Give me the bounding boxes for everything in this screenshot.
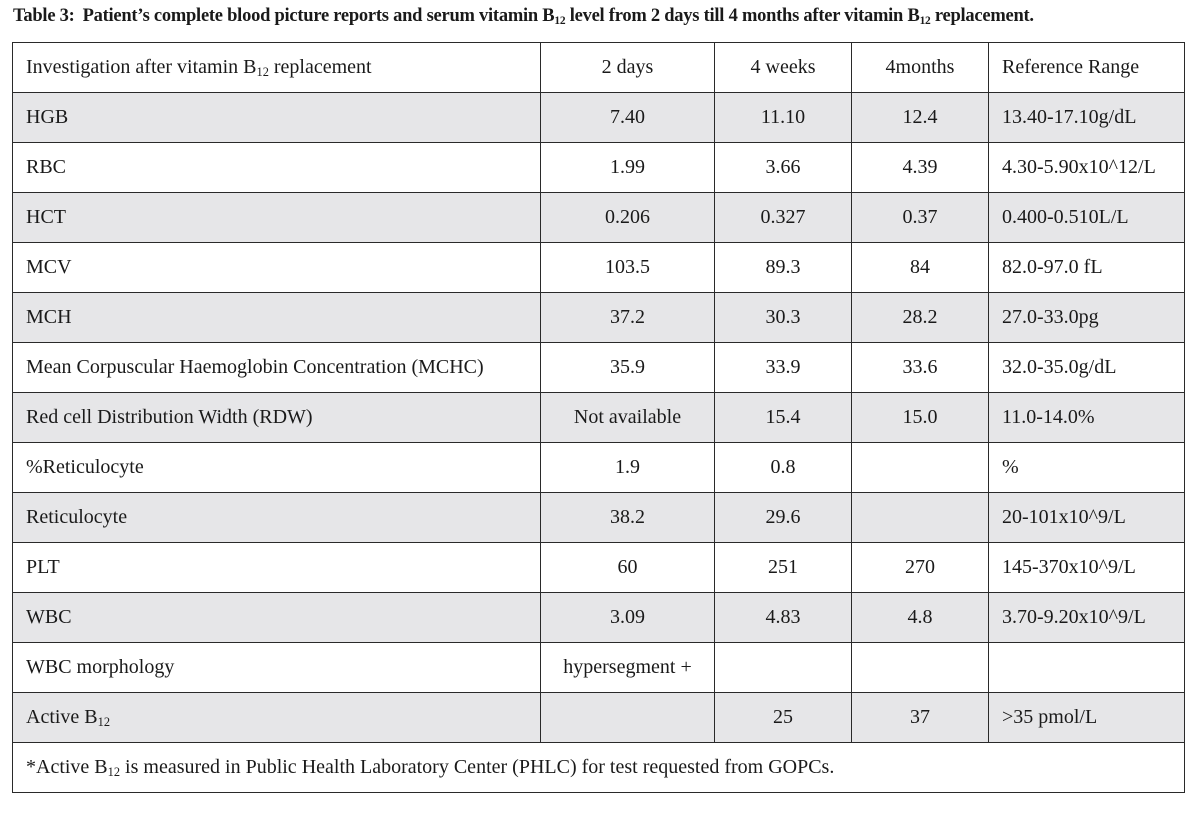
cell-reference-range: >35 pmol/L xyxy=(988,692,1185,743)
cell-2-days: Not available xyxy=(540,392,715,443)
cell-4-weeks: 11.10 xyxy=(714,92,852,143)
caption-text-3: replacement. xyxy=(930,6,1034,26)
row-investigation: MCH xyxy=(12,292,541,343)
cell-4-weeks: 3.66 xyxy=(714,142,852,193)
header-investigation: Investigation after vitamin B12 replacem… xyxy=(12,42,541,93)
cell-2-days: 60 xyxy=(540,542,715,593)
table-label: Table 3: xyxy=(13,6,75,26)
cell-4-months: 37 xyxy=(851,692,989,743)
cell-reference-range: 13.40-17.10g/dL xyxy=(988,92,1185,143)
cell-reference-range: 20-101x10^9/L xyxy=(988,492,1185,543)
cell-4-months: 270 xyxy=(851,542,989,593)
cell-4-months: 84 xyxy=(851,242,989,293)
table-caption: Table 3: Patient’s complete blood picture… xyxy=(13,3,1193,29)
row-investigation: Mean Corpuscular Haemoglobin Concentrati… xyxy=(12,342,541,393)
table-row: MCH 37.2 30.3 28.2 27.0-33.0pg xyxy=(12,292,1185,343)
footnote-subscript: 12 xyxy=(107,765,121,780)
cell-4-weeks: 30.3 xyxy=(714,292,852,343)
table-row: WBC morphology hypersegment + xyxy=(12,642,1185,693)
row-investigation: WBC morphology xyxy=(12,642,541,693)
cell-4-weeks: 89.3 xyxy=(714,242,852,293)
header-subscript: 12 xyxy=(256,65,269,80)
cell-2-days: 38.2 xyxy=(540,492,715,543)
cell-4-months: 33.6 xyxy=(851,342,989,393)
cell-4-months: 28.2 xyxy=(851,292,989,343)
table-row: Reticulocyte 38.2 29.6 20-101x10^9/L xyxy=(12,492,1185,543)
row-investigation: MCV xyxy=(12,242,541,293)
table-row: WBC 3.09 4.83 4.8 3.70-9.20x10^9/L xyxy=(12,592,1185,643)
caption-text-2: level from 2 days till 4 months after vi… xyxy=(565,6,920,26)
cell-4-months: 4.39 xyxy=(851,142,989,193)
cell-reference-range: 32.0-35.0g/dL xyxy=(988,342,1185,393)
row-investigation: WBC xyxy=(12,592,541,643)
cell-2-days: 0.206 xyxy=(540,192,715,243)
cell-4-months xyxy=(851,492,989,543)
table-header-row: Investigation after vitamin B12 replacem… xyxy=(12,42,1185,93)
caption-text-1: Patient’s complete blood picture reports… xyxy=(82,6,555,26)
table-row: %Reticulocyte 1.9 0.8 % xyxy=(12,442,1185,493)
blood-picture-table: Investigation after vitamin B12 replacem… xyxy=(12,42,1185,793)
cell-reference-range: 82.0-97.0 fL xyxy=(988,242,1185,293)
table-row: HGB 7.40 11.10 12.4 13.40-17.10g/dL xyxy=(12,92,1185,143)
cell-2-days xyxy=(540,692,715,743)
table-row: HCT 0.206 0.327 0.37 0.400-0.510L/L xyxy=(12,192,1185,243)
cell-4-weeks xyxy=(714,642,852,693)
cell-4-weeks: 29.6 xyxy=(714,492,852,543)
cell-4-weeks: 25 xyxy=(714,692,852,743)
cell-2-days: 1.9 xyxy=(540,442,715,493)
table-row: Red cell Distribution Width (RDW) Not av… xyxy=(12,392,1185,443)
table-row: Mean Corpuscular Haemoglobin Concentrati… xyxy=(12,342,1185,393)
cell-reference-range: 0.400-0.510L/L xyxy=(988,192,1185,243)
header-4-months: 4months xyxy=(851,42,989,93)
cell-2-days: 7.40 xyxy=(540,92,715,143)
cell-reference-range: 11.0-14.0% xyxy=(988,392,1185,443)
row-investigation: HGB xyxy=(12,92,541,143)
row-investigation-active-b12: Active B12 xyxy=(12,692,541,743)
row-investigation: PLT xyxy=(12,542,541,593)
cell-reference-range: 145-370x10^9/L xyxy=(988,542,1185,593)
cell-4-weeks: 15.4 xyxy=(714,392,852,443)
cell-reference-range xyxy=(988,642,1185,693)
cell-4-months: 0.37 xyxy=(851,192,989,243)
cell-2-days: 35.9 xyxy=(540,342,715,393)
header-2-days: 2 days xyxy=(540,42,715,93)
cell-4-months xyxy=(851,642,989,693)
header-4-weeks: 4 weeks xyxy=(714,42,852,93)
row-investigation: %Reticulocyte xyxy=(12,442,541,493)
cell-reference-range: 3.70-9.20x10^9/L xyxy=(988,592,1185,643)
cell-reference-range: % xyxy=(988,442,1185,493)
cell-4-weeks: 4.83 xyxy=(714,592,852,643)
table-row: Active B12 25 37 >35 pmol/L xyxy=(12,692,1185,743)
caption-subscript-2: 12 xyxy=(919,14,931,27)
cell-4-weeks: 33.9 xyxy=(714,342,852,393)
cell-2-days: 1.99 xyxy=(540,142,715,193)
table-footnote-row: *Active B12 is measured in Public Health… xyxy=(12,742,1185,793)
cell-4-months xyxy=(851,442,989,493)
header-reference-range: Reference Range xyxy=(988,42,1185,93)
cell-4-months: 15.0 xyxy=(851,392,989,443)
cell-4-months: 12.4 xyxy=(851,92,989,143)
table-row: MCV 103.5 89.3 84 82.0-97.0 fL xyxy=(12,242,1185,293)
row-investigation: Red cell Distribution Width (RDW) xyxy=(12,392,541,443)
caption-subscript-1: 12 xyxy=(554,14,566,27)
row-subscript: 12 xyxy=(97,715,111,730)
cell-2-days: hypersegment + xyxy=(540,642,715,693)
cell-2-days: 3.09 xyxy=(540,592,715,643)
table-row: RBC 1.99 3.66 4.39 4.30-5.90x10^12/L xyxy=(12,142,1185,193)
cell-reference-range: 4.30-5.90x10^12/L xyxy=(988,142,1185,193)
row-investigation: HCT xyxy=(12,192,541,243)
table-row: PLT 60 251 270 145-370x10^9/L xyxy=(12,542,1185,593)
table-footnote: *Active B12 is measured in Public Health… xyxy=(12,742,1185,793)
cell-4-weeks: 0.8 xyxy=(714,442,852,493)
cell-4-weeks: 251 xyxy=(714,542,852,593)
cell-4-months: 4.8 xyxy=(851,592,989,643)
cell-2-days: 103.5 xyxy=(540,242,715,293)
cell-reference-range: 27.0-33.0pg xyxy=(988,292,1185,343)
row-investigation: RBC xyxy=(12,142,541,193)
cell-4-weeks: 0.327 xyxy=(714,192,852,243)
cell-2-days: 37.2 xyxy=(540,292,715,343)
row-investigation: Reticulocyte xyxy=(12,492,541,543)
